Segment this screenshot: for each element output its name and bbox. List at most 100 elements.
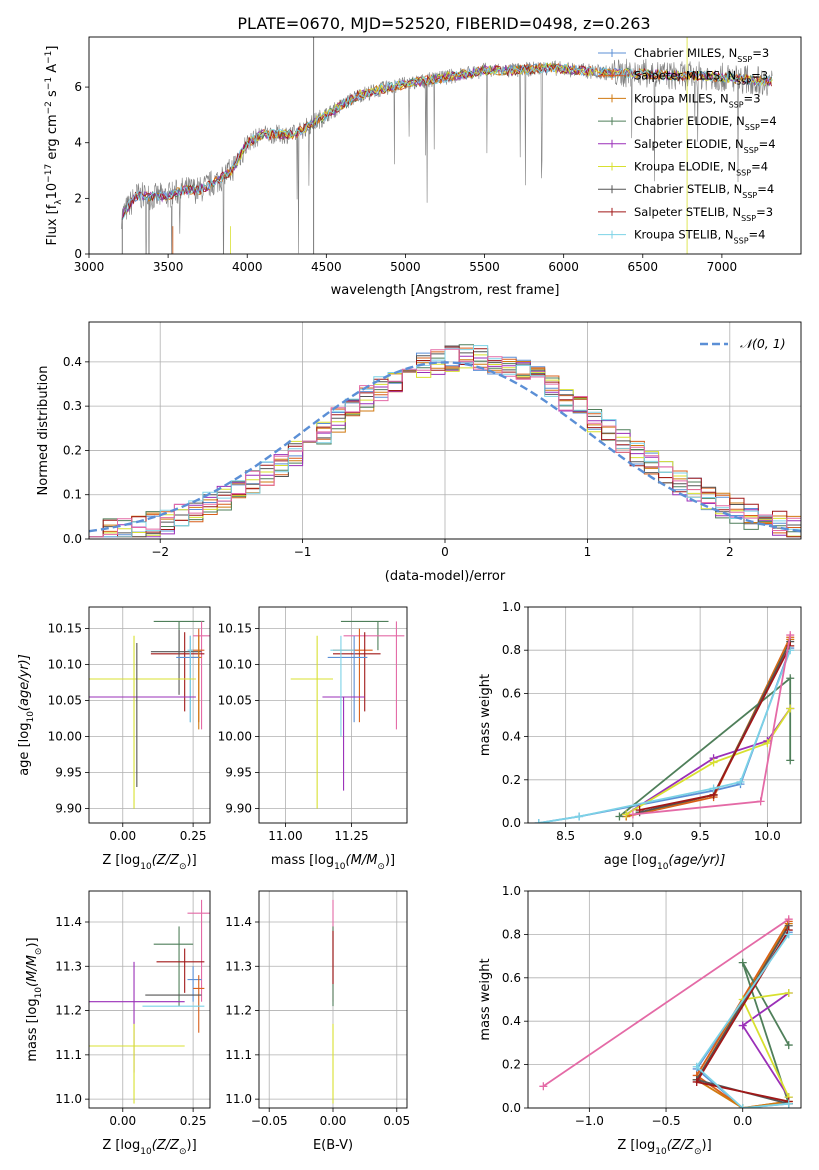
x-tick-label: 3500 <box>153 260 184 274</box>
histogram-legend: 𝒩(0, 1) <box>700 336 786 351</box>
y-tick-label: 10.15 <box>48 622 82 636</box>
x-axis-label: age [log10(age/yr)] <box>604 853 726 872</box>
legend-name: Salpeter MILES <box>634 69 720 83</box>
legend-sub: SSP <box>729 100 744 109</box>
plot-area <box>121 37 773 254</box>
y-tick-label: 0.4 <box>502 1014 521 1028</box>
weight-marker <box>763 739 772 748</box>
axes-frame <box>258 890 408 1109</box>
weight-marker <box>738 1021 747 1030</box>
y-tick-label: 11.1 <box>55 1048 82 1062</box>
y-axis-label-part: s <box>45 90 60 101</box>
legend-nssp: 3 <box>753 91 760 105</box>
y-tick-label: 10.00 <box>48 730 82 744</box>
weight-marker <box>786 631 795 640</box>
y-tick-label: 0.0 <box>502 816 521 830</box>
x-tick-label: −1 <box>294 545 312 559</box>
y-tick-label: 0.2 <box>502 1058 521 1072</box>
x-tick-label: 2 <box>726 545 734 559</box>
x-axis-label-part: age [log <box>604 853 657 868</box>
weight-line-chabrier-miles <box>538 647 792 823</box>
y-axis-label-part: −1 <box>44 51 54 64</box>
y-axis-label-part: 10 <box>26 711 36 723</box>
x-tick-label: −1.0 <box>575 1114 604 1128</box>
legend-entry: Chabrier STELIB, NSSP=4 <box>634 182 774 200</box>
weight-line-extra <box>542 918 790 1088</box>
x-tick-label: −0.5 <box>651 1114 680 1128</box>
legend-name: Salpeter STELIB <box>634 205 725 219</box>
spectrum-panel: 3000 3500 4000 4500 5000 5500 6000 6500 7000 0 2 4 6… <box>44 36 802 298</box>
legend-name: Chabrier ELODIE <box>634 114 729 128</box>
x-axis-label-part: )] <box>385 853 395 868</box>
weight-marker <box>736 777 745 786</box>
y-tick-label: 9.90 <box>225 802 252 816</box>
x-axis-label: Z [log10(Z/Z⊙)] <box>617 1138 711 1157</box>
x-axis-label-part: ⊙ <box>179 862 187 872</box>
legend-name: Salpeter ELODIE <box>634 137 728 151</box>
spectrum-model-salpeter-stelib <box>121 63 772 221</box>
x-axis-label: (data-model)/error <box>385 569 506 584</box>
x-axis-label: E(B-V) <box>313 1138 353 1153</box>
age-vs-mass-panel: 11.00 11.25 9.90 9.95 10.00 10.05 10.10 10.15 ma… <box>218 606 408 872</box>
y-tick-label: 9.90 <box>55 802 82 816</box>
y-axis-label-part: 10 <box>34 987 44 999</box>
y-axis-label: mass [log10(M/M⊙)] <box>25 937 44 1061</box>
x-tick-label: 0.25 <box>180 829 207 843</box>
x-tick-label: 7000 <box>707 260 738 274</box>
x-axis-label-part: (Z/Z <box>667 1138 695 1153</box>
y-tick-label: 0.3 <box>63 399 82 413</box>
plot-area <box>539 915 793 1108</box>
y-axis-label-part: age [log <box>17 723 32 776</box>
x-axis-label-part: (Z/Z <box>152 1138 180 1153</box>
y-axis-label-part: −1 <box>44 77 54 90</box>
legend-nssp: 3 <box>761 69 768 83</box>
plot-area <box>534 631 795 823</box>
y-tick-label: 0.0 <box>63 532 82 546</box>
weight-marker <box>692 1062 701 1071</box>
y-tick-label: 0.1 <box>63 488 82 502</box>
y-tick-label: 11.2 <box>55 1004 82 1018</box>
weight-marker <box>709 784 718 793</box>
y-tick-label: 11.1 <box>225 1048 252 1062</box>
x-tick-label: 0 <box>441 545 449 559</box>
weight-marker <box>534 819 543 823</box>
legend-suffix: , N <box>725 205 741 219</box>
y-tick-label: 0 <box>74 247 82 261</box>
x-tick-label: 0.00 <box>109 829 136 843</box>
figure-title: PLATE=0670, MJD=52520, FIBERID=0498, z=0… <box>237 14 650 33</box>
weight-marker <box>575 812 584 821</box>
legend-entry: Chabrier MILES, NSSP=3 <box>634 46 769 64</box>
y-tick-label: 11.2 <box>225 1004 252 1018</box>
legend-sub: SSP <box>745 123 760 132</box>
weight-marker <box>738 958 747 967</box>
x-tick-label: 10.0 <box>754 829 781 843</box>
legend-suffix: , N <box>713 91 729 105</box>
y-tick-label: 6 <box>74 80 82 94</box>
x-tick-label: 0.00 <box>320 1114 347 1128</box>
legend-nssp: 4 <box>761 160 768 174</box>
y-tick-label: 0.6 <box>502 686 521 700</box>
x-axis-label-part: (Z/Z <box>152 853 180 868</box>
y-tick-label: 9.95 <box>55 766 82 780</box>
x-tick-label: 5000 <box>390 260 421 274</box>
y-tick-label: 0.4 <box>63 355 82 369</box>
x-axis-label-part: ⊙ <box>377 862 385 872</box>
gaussian-reference-curve <box>89 361 801 533</box>
legend-sub: SSP <box>737 55 752 64</box>
x-axis-label-part: (age/yr)] <box>668 853 725 868</box>
x-axis-label: wavelength [Angstrom, rest frame] <box>331 283 560 298</box>
x-tick-label: 11.00 <box>268 829 302 843</box>
x-tick-label: 5500 <box>469 260 500 274</box>
axes-frame <box>88 606 211 824</box>
x-tick-label: 6000 <box>548 260 579 274</box>
x-tick-label: −2 <box>151 545 169 559</box>
x-axis-label-part: Z [log <box>617 1138 655 1153</box>
weight-marker <box>784 1041 793 1050</box>
legend-nssp: 3 <box>762 46 769 60</box>
x-axis-label-part: )] <box>187 1138 197 1153</box>
histogram-kroupa-stelib <box>89 345 801 538</box>
legend-sub: SSP <box>742 191 757 200</box>
weight-marker <box>784 988 793 997</box>
